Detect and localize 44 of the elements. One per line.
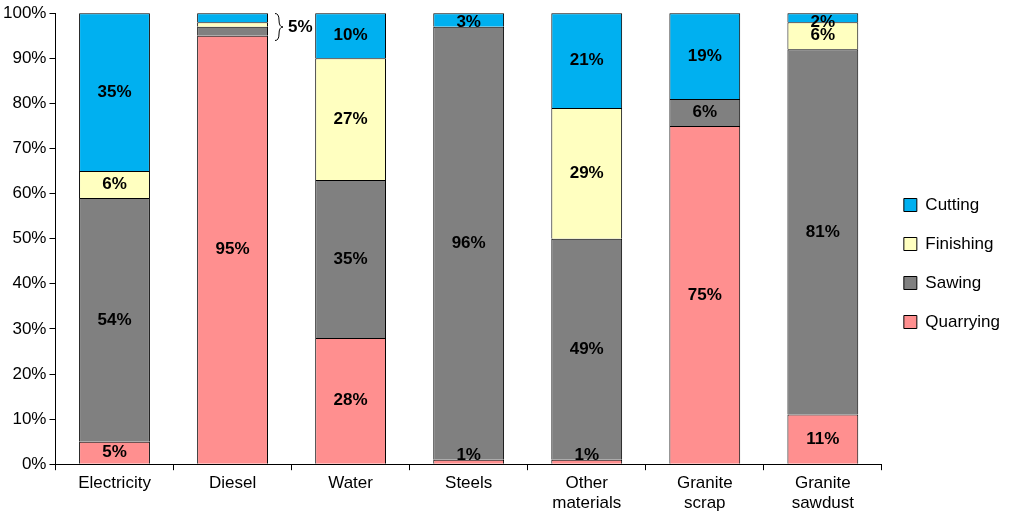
y-tick-label: 30% bbox=[12, 318, 47, 338]
y-tick-label: 0% bbox=[21, 453, 47, 473]
y-tick-label: 80% bbox=[12, 93, 47, 113]
legend-label: Quarrying bbox=[925, 311, 1000, 331]
y-tick-label: 100% bbox=[3, 2, 47, 22]
data-label: 49% bbox=[569, 338, 604, 358]
data-label: 35% bbox=[333, 248, 368, 268]
data-label: 5% bbox=[102, 442, 127, 462]
data-label: 1% bbox=[574, 444, 600, 464]
x-tick-label: Diesel bbox=[208, 473, 257, 493]
data-label: 6% bbox=[692, 102, 718, 122]
x-tick-label: Granite sawdust bbox=[791, 473, 855, 513]
x-tick-label: Other materials bbox=[552, 473, 622, 513]
data-label: 35% bbox=[97, 81, 132, 101]
data-label: 11% bbox=[806, 428, 840, 448]
y-tick-label: 70% bbox=[12, 138, 47, 158]
data-label: 1% bbox=[456, 444, 481, 464]
y-tick-label: 40% bbox=[12, 273, 47, 293]
y-tick-label: 60% bbox=[12, 183, 47, 203]
data-label: 95% bbox=[215, 239, 250, 259]
data-label: 19% bbox=[687, 45, 722, 65]
data-label: 96% bbox=[451, 232, 486, 252]
legend-label: Sawing bbox=[925, 272, 982, 292]
legend-label: Cutting bbox=[925, 194, 980, 214]
data-label: 3% bbox=[456, 11, 481, 31]
data-label: 28% bbox=[333, 390, 368, 410]
data-label: 75% bbox=[687, 284, 722, 304]
legend-label: Finishing bbox=[925, 233, 994, 253]
y-tick-label: 20% bbox=[12, 363, 47, 383]
data-label: 29% bbox=[569, 162, 604, 182]
data-label: 27% bbox=[333, 108, 368, 128]
x-tick-label: Electricity bbox=[78, 473, 152, 493]
y-tick-label: 10% bbox=[12, 408, 47, 428]
data-label: 81% bbox=[805, 221, 840, 241]
x-tick-label: Granite scrap bbox=[676, 473, 733, 513]
y-tick-label: 90% bbox=[12, 47, 47, 67]
data-label: 10% bbox=[333, 25, 368, 45]
x-tick-label: Water bbox=[328, 473, 374, 493]
data-label: 6% bbox=[102, 174, 127, 194]
x-tick-label: Steels bbox=[445, 473, 493, 493]
y-tick-label: 50% bbox=[12, 228, 47, 248]
data-label: 54% bbox=[97, 309, 132, 329]
annotation: 5% bbox=[287, 16, 313, 36]
data-label: 21% bbox=[569, 50, 604, 70]
